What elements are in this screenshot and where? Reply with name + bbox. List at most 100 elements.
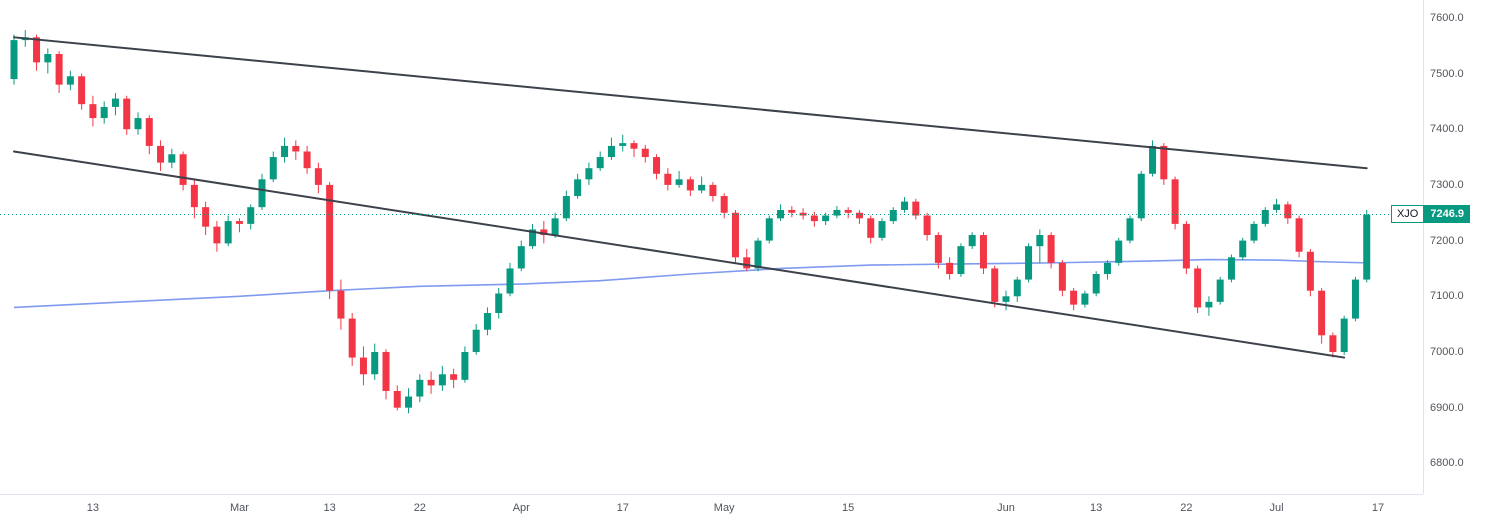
- candle-body: [235, 221, 243, 224]
- candle-body: [44, 54, 52, 63]
- candle-body: [641, 148, 649, 158]
- plot-area[interactable]: [0, 0, 1423, 494]
- candle-body: [78, 76, 86, 105]
- candle-body: [540, 229, 548, 236]
- candle-body: [923, 215, 931, 236]
- candle-body: [1058, 262, 1066, 291]
- candle-body: [314, 168, 322, 185]
- trendline-lower[interactable]: [13, 150, 1346, 359]
- candle-body: [393, 390, 401, 408]
- candle-body: [134, 118, 142, 130]
- candle-body: [111, 98, 119, 107]
- candle-body: [991, 268, 999, 302]
- candle-body: [653, 157, 661, 174]
- x-axis-tick: 17: [616, 502, 629, 514]
- candle-body: [1351, 279, 1359, 319]
- candle-body: [1340, 318, 1348, 352]
- candle-body: [202, 207, 210, 227]
- candle-body: [269, 157, 277, 180]
- candle-body: [562, 196, 570, 219]
- candle-body: [946, 262, 954, 275]
- candle-body: [427, 379, 435, 386]
- candle-body: [1149, 145, 1157, 174]
- candle-body: [190, 184, 198, 208]
- candle-body: [979, 235, 987, 269]
- y-axis-tick: 7600.0: [1430, 11, 1464, 24]
- x-axis-tick: Jun: [997, 502, 1015, 514]
- candle-body: [1092, 274, 1100, 294]
- candle-body: [359, 357, 367, 375]
- candle-body: [585, 168, 593, 180]
- candle-body: [720, 196, 728, 213]
- candle-body: [55, 54, 63, 85]
- x-axis-tick: 17: [1371, 502, 1385, 514]
- candle-body: [450, 374, 458, 380]
- candle-body: [247, 207, 255, 224]
- candle-body: [551, 218, 559, 236]
- candle-body: [574, 179, 582, 197]
- y-axis-tick: 7300.0: [1430, 178, 1464, 191]
- price-value-chip: 7246.9: [1424, 205, 1470, 224]
- candle-body: [89, 104, 97, 119]
- candle-body: [145, 118, 153, 146]
- candle-body: [1250, 223, 1258, 241]
- y-axis-tick: 7100.0: [1430, 290, 1464, 303]
- x-axis-tick: 22: [413, 502, 426, 514]
- candle-body: [213, 226, 221, 244]
- candle-body: [337, 290, 345, 319]
- trendline-upper[interactable]: [13, 36, 1368, 170]
- candle-body: [348, 318, 356, 358]
- y-axis-tick: 6900.0: [1430, 401, 1464, 414]
- candle-body: [1025, 246, 1033, 280]
- candle-body: [1126, 218, 1134, 241]
- candle-body: [1227, 257, 1235, 280]
- candle-body: [506, 268, 514, 294]
- y-axis-tick: 7200.0: [1430, 234, 1464, 247]
- candle-body: [1216, 279, 1224, 302]
- candle-body: [529, 229, 537, 247]
- candlestick-canvas[interactable]: [0, 0, 1423, 494]
- candle-body: [934, 235, 942, 263]
- x-axis-tick: 13: [86, 502, 100, 514]
- candle-body: [472, 329, 480, 352]
- candle-body: [1047, 235, 1055, 263]
- candle-body: [517, 246, 525, 269]
- candle-body: [788, 209, 796, 213]
- x-axis-tick: 13: [1090, 502, 1103, 514]
- candle-body: [292, 145, 300, 152]
- candle-body: [1306, 251, 1314, 291]
- time-axis[interactable]: 13 Mar 13 22 Apr 17 May 15 Jun 13 22 Jul 17: [0, 494, 1423, 525]
- candle-body: [912, 201, 920, 216]
- candle-body: [157, 145, 165, 163]
- candle-body: [664, 173, 672, 185]
- candle-body: [483, 312, 491, 330]
- candle-body: [1318, 290, 1326, 336]
- y-axis-tick: 7400.0: [1430, 123, 1464, 136]
- x-axis-tick: Mar: [229, 502, 249, 514]
- x-axis-tick: Apr: [512, 502, 530, 514]
- candle-body: [1284, 204, 1292, 219]
- x-axis-tick: May: [713, 502, 735, 514]
- candle-body: [878, 221, 886, 238]
- candle-body: [743, 257, 751, 269]
- candle-body: [10, 40, 18, 80]
- last-price-label: XJO 7246.9: [1390, 205, 1470, 224]
- candle-body: [709, 184, 717, 197]
- candle-body: [754, 240, 762, 269]
- candle-body: [731, 212, 739, 258]
- candle-body: [438, 374, 446, 386]
- candle-body: [168, 154, 176, 163]
- candle-body: [765, 218, 773, 241]
- candle-body: [822, 215, 830, 222]
- symbol-chip: XJO: [1390, 205, 1425, 224]
- candle-body: [100, 106, 108, 119]
- candle-body: [123, 98, 131, 130]
- x-axis-tick: 15: [842, 502, 855, 514]
- candle-body: [495, 293, 503, 313]
- candle-body: [382, 351, 390, 391]
- candle-body: [303, 151, 311, 169]
- price-axis[interactable]: 7600.0 7500.0 7400.0 7300.0 7200.0 7100.0 7000…: [1423, 0, 1485, 494]
- candle-body: [1103, 262, 1111, 275]
- candle-body: [596, 157, 604, 169]
